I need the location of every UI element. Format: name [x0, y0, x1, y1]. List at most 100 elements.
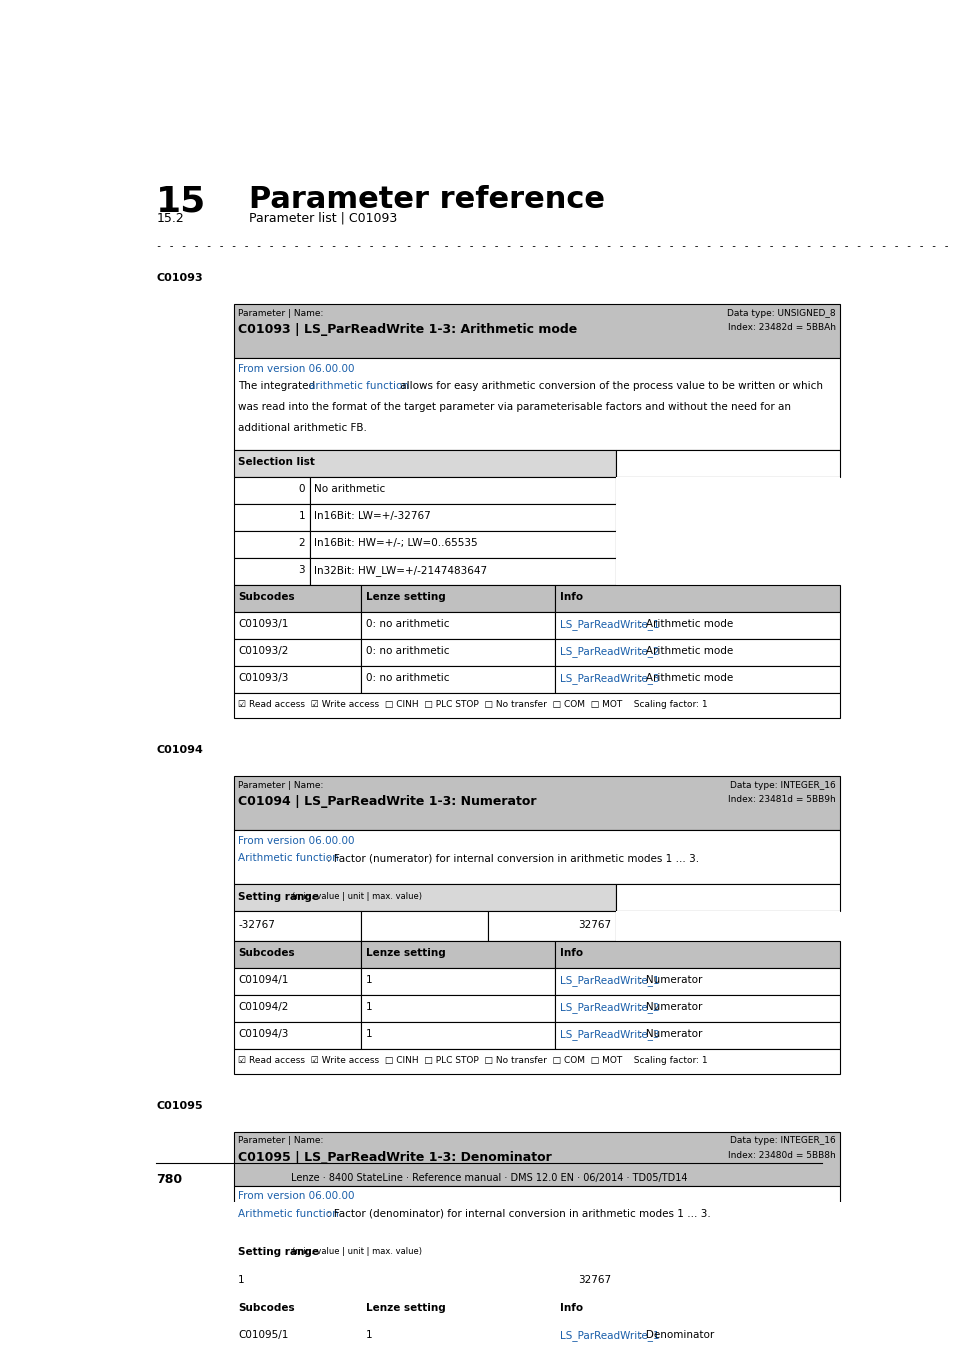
Bar — [233, 304, 840, 359]
Text: 1: 1 — [298, 512, 305, 521]
Text: C01094/2: C01094/2 — [238, 1002, 289, 1012]
Text: 15: 15 — [156, 185, 206, 219]
Text: C01094/1: C01094/1 — [238, 975, 289, 985]
Text: From version 06.00.00: From version 06.00.00 — [238, 836, 355, 845]
Text: Subcodes: Subcodes — [238, 1303, 294, 1314]
Bar — [233, 558, 310, 585]
Text: C01095 | LS_ParReadWrite 1-3: Denominator: C01095 | LS_ParReadWrite 1-3: Denominato… — [238, 1150, 552, 1164]
Text: 0: no arithmetic: 0: no arithmetic — [365, 647, 449, 656]
Text: Lenze · 8400 StateLine · Reference manual · DMS 12.0 EN · 06/2014 · TD05/TD14: Lenze · 8400 StateLine · Reference manua… — [291, 1173, 686, 1184]
Text: : Denominator: : Denominator — [639, 1330, 714, 1341]
Bar — [615, 1268, 840, 1296]
Text: In16Bit: HW=+/-; LW=0..65535: In16Bit: HW=+/-; LW=0..65535 — [314, 539, 477, 548]
Text: C01093/1: C01093/1 — [238, 620, 289, 629]
Text: Parameter | Name:: Parameter | Name: — [238, 1135, 323, 1145]
Bar — [361, 666, 555, 693]
Bar — [615, 477, 840, 504]
Bar — [361, 612, 555, 639]
Text: C01093/2: C01093/2 — [238, 647, 289, 656]
Bar — [555, 995, 840, 1022]
Text: LS_ParReadWrite_1: LS_ParReadWrite_1 — [559, 620, 659, 630]
Text: ☑ Read access  ☑ Write access  □ CINH  □ PLC STOP  □ No transfer  □ COM  □ MOT  : ☑ Read access ☑ Write access □ CINH □ PL… — [238, 1056, 707, 1065]
Text: allows for easy arithmetic conversion of the process value to be written or whic: allows for easy arithmetic conversion of… — [397, 381, 822, 392]
Text: 780: 780 — [156, 1173, 182, 1187]
Bar — [555, 1323, 840, 1350]
Bar — [361, 1323, 555, 1350]
Text: Data type: INTEGER_16: Data type: INTEGER_16 — [729, 1135, 835, 1145]
Bar — [233, 1323, 361, 1350]
Bar — [233, 585, 361, 612]
Text: C01094 | LS_ParReadWrite 1-3: Numerator: C01094 | LS_ParReadWrite 1-3: Numerator — [238, 795, 537, 809]
Bar — [361, 1296, 555, 1323]
Bar — [233, 450, 615, 477]
Text: Parameter | Name:: Parameter | Name: — [238, 309, 323, 317]
Bar — [361, 995, 555, 1022]
Bar — [310, 477, 615, 504]
Text: was read into the format of the target parameter via parameterisable factors and: was read into the format of the target p… — [238, 402, 790, 412]
Bar — [555, 941, 840, 968]
Bar — [233, 693, 840, 718]
Text: 0: 0 — [298, 485, 305, 494]
Text: 2: 2 — [298, 539, 305, 548]
Text: : Arithmetic mode: : Arithmetic mode — [639, 620, 733, 629]
Bar — [233, 531, 310, 558]
Text: C01094: C01094 — [156, 745, 203, 755]
Text: Info: Info — [559, 1303, 582, 1314]
Text: additional arithmetic FB.: additional arithmetic FB. — [238, 423, 367, 433]
Text: 32767: 32767 — [578, 919, 611, 930]
Text: Data type: INTEGER_16: Data type: INTEGER_16 — [729, 780, 835, 790]
Bar — [555, 968, 840, 995]
Text: Arithmetic function: Arithmetic function — [238, 1208, 338, 1219]
Text: : Numerator: : Numerator — [639, 1002, 701, 1012]
Bar — [555, 639, 840, 666]
Bar — [361, 1268, 488, 1296]
Text: Index: 23482d = 5BBAh: Index: 23482d = 5BBAh — [727, 323, 835, 332]
Text: : Arithmetic mode: : Arithmetic mode — [639, 674, 733, 683]
Text: Info: Info — [559, 593, 582, 602]
Text: : Factor (numerator) for internal conversion in arithmetic modes 1 … 3.: : Factor (numerator) for internal conver… — [327, 853, 699, 863]
Text: C01095/1: C01095/1 — [238, 1330, 289, 1341]
Text: Arithmetic function: Arithmetic function — [238, 853, 338, 863]
Bar — [615, 884, 840, 911]
Text: 1: 1 — [365, 1330, 372, 1341]
Bar — [361, 911, 488, 941]
Text: Setting range: Setting range — [238, 1247, 319, 1257]
Text: LS_ParReadWrite_1: LS_ParReadWrite_1 — [559, 1330, 659, 1342]
Text: 1: 1 — [365, 1029, 372, 1040]
Bar — [361, 941, 555, 968]
Text: Selection list: Selection list — [238, 458, 314, 467]
Text: Lenze setting: Lenze setting — [365, 593, 445, 602]
Bar — [361, 585, 555, 612]
Bar — [233, 1296, 361, 1323]
Text: : Numerator: : Numerator — [639, 1029, 701, 1040]
Text: From version 06.00.00: From version 06.00.00 — [238, 363, 355, 374]
Bar — [555, 1296, 840, 1323]
Text: 0: no arithmetic: 0: no arithmetic — [365, 620, 449, 629]
Text: Parameter list | C01093: Parameter list | C01093 — [249, 212, 396, 225]
Text: In16Bit: LW=+/-32767: In16Bit: LW=+/-32767 — [314, 512, 431, 521]
Text: Parameter | Name:: Parameter | Name: — [238, 780, 323, 790]
Bar — [615, 558, 840, 585]
Bar — [233, 776, 840, 830]
Text: In32Bit: HW_LW=+/-2147483647: In32Bit: HW_LW=+/-2147483647 — [314, 566, 487, 576]
Bar — [555, 612, 840, 639]
Text: Setting range: Setting range — [238, 892, 319, 902]
Bar — [233, 504, 310, 531]
Bar — [488, 1268, 615, 1296]
Bar — [233, 477, 310, 504]
Bar — [615, 531, 840, 558]
Text: Subcodes: Subcodes — [238, 593, 294, 602]
Bar — [361, 639, 555, 666]
Bar — [233, 1239, 615, 1268]
Text: : Factor (denominator) for internal conversion in arithmetic modes 1 … 3.: : Factor (denominator) for internal conv… — [327, 1208, 710, 1219]
Bar — [615, 504, 840, 531]
Bar — [233, 1268, 361, 1296]
Bar — [233, 968, 361, 995]
Bar — [361, 968, 555, 995]
Bar — [233, 612, 361, 639]
Bar — [310, 531, 615, 558]
Text: Data type: UNSIGNED_8: Data type: UNSIGNED_8 — [726, 309, 835, 317]
Text: ☑ Read access  ☑ Write access  □ CINH  □ PLC STOP  □ No transfer  □ COM  □ MOT  : ☑ Read access ☑ Write access □ CINH □ PL… — [238, 701, 707, 710]
Text: Index: 23480d = 5BB8h: Index: 23480d = 5BB8h — [727, 1150, 835, 1160]
Bar — [555, 1022, 840, 1049]
